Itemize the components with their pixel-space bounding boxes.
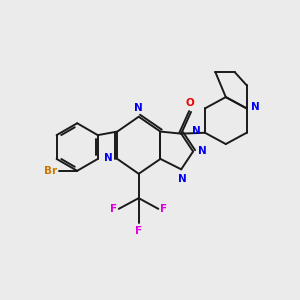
Text: F: F [160, 204, 167, 214]
Text: N: N [251, 102, 260, 112]
Text: F: F [110, 204, 117, 214]
Text: O: O [185, 98, 194, 108]
Text: N: N [178, 174, 187, 184]
Text: F: F [135, 226, 142, 236]
Text: N: N [192, 126, 200, 136]
Text: N: N [134, 103, 142, 113]
Text: N: N [104, 153, 113, 163]
Text: N: N [198, 146, 207, 156]
Text: Br: Br [44, 166, 57, 176]
